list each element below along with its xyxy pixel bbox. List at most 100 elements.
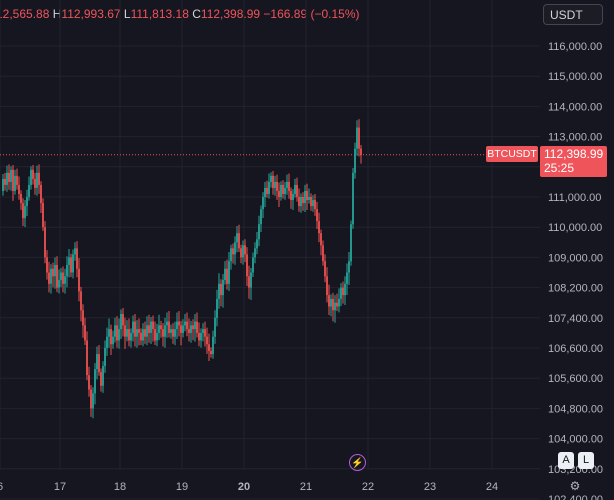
candle-body — [344, 283, 346, 296]
candle-body — [132, 321, 134, 333]
candle-body — [218, 283, 220, 299]
candle-body — [108, 329, 110, 337]
time-tick-label: 18 — [114, 481, 126, 493]
candle-body — [98, 354, 100, 373]
candle-body — [152, 321, 154, 330]
candle-body — [94, 369, 96, 394]
candle-body — [254, 248, 256, 258]
candle-body — [236, 233, 238, 243]
candle-body — [86, 340, 88, 376]
candle-body — [40, 184, 42, 204]
candle-body — [120, 314, 122, 330]
candle-body — [140, 332, 142, 341]
price-tick-label: 102,400.00 — [548, 494, 603, 500]
candle-body — [270, 175, 272, 182]
candle-body — [180, 325, 182, 333]
candle-body — [144, 329, 146, 337]
candle-body — [2, 178, 4, 191]
candle-body — [48, 272, 50, 284]
candle-body — [164, 325, 166, 337]
candle-body — [358, 127, 360, 149]
candle-body — [76, 248, 78, 269]
time-tick-label: 6 — [0, 481, 3, 493]
price-tick-label: 114,000.00 — [548, 101, 602, 113]
candle-body — [332, 298, 334, 311]
candle-body — [258, 224, 260, 240]
candle-body — [216, 298, 218, 318]
candle-body — [74, 248, 76, 255]
candle-body — [136, 329, 138, 337]
candle-body — [52, 268, 54, 277]
candle-body — [206, 336, 208, 345]
candle-body — [100, 372, 102, 386]
candle-body — [260, 209, 262, 225]
candle-body — [4, 178, 6, 185]
auto-scale-button[interactable]: A — [558, 452, 574, 469]
log-scale-button[interactable]: L — [578, 452, 594, 469]
time-tick-label: 21 — [300, 481, 312, 493]
candle-body — [220, 283, 222, 296]
candle-body — [66, 264, 68, 277]
candle-body — [266, 187, 268, 194]
candle-body — [334, 302, 336, 311]
candle-body — [200, 332, 202, 341]
candle-body — [68, 257, 70, 265]
price-tick-label: 104,800.00 — [548, 403, 603, 415]
candle-body — [290, 190, 292, 201]
candle-body — [128, 329, 130, 341]
candle-body — [336, 302, 338, 307]
candle-body — [264, 187, 266, 197]
price-tick-label: 109,000.00 — [548, 252, 603, 264]
change-value: −166.89 (−0.15%) — [263, 7, 360, 21]
settings-icon[interactable]: ⚙ — [569, 479, 581, 493]
candle-body — [32, 169, 34, 179]
candle-body — [340, 287, 342, 299]
close-value: 112,398.99 — [200, 7, 261, 21]
candle-body — [138, 329, 140, 333]
candle-body — [248, 276, 250, 288]
candle-body — [124, 325, 126, 337]
candle-body — [288, 181, 290, 191]
candle-body — [110, 329, 112, 345]
candle-body — [182, 325, 184, 333]
candle-body — [92, 393, 94, 409]
candle-body — [118, 329, 120, 341]
candle-body — [170, 329, 172, 333]
candle-body — [326, 276, 328, 296]
candle-body — [28, 184, 30, 197]
candle-body — [318, 221, 320, 234]
price-axis: 116,000.00 115,000.00 114,000.00 113,000.00… — [548, 41, 603, 500]
price-tick-label: 106,600.00 — [548, 343, 603, 355]
candle-body — [300, 197, 302, 207]
currency-select[interactable]: USDT — [543, 4, 603, 25]
price-tick-label: 105,600.00 — [548, 373, 603, 385]
candle-body — [22, 203, 24, 219]
candle-body — [18, 184, 20, 194]
candle-body — [84, 325, 86, 341]
candle-body — [354, 148, 356, 173]
low-label: L — [123, 7, 131, 21]
candle-body — [44, 227, 46, 258]
price-tick-label: 116,000.00 — [548, 41, 602, 53]
candle-body — [252, 257, 254, 273]
candle-body — [306, 190, 308, 201]
price-tick-label: 108,200.00 — [548, 283, 603, 295]
ohlc-legend: 12,565.88 H112,993.67 L111,813.18 C112,3… — [0, 7, 360, 21]
candle-body — [342, 287, 344, 296]
candle-body — [316, 209, 318, 222]
candle-body — [188, 329, 190, 333]
candle-body — [38, 172, 40, 185]
candle-body — [114, 325, 116, 337]
candle-body — [324, 261, 326, 277]
open-value: 12,565.88 — [0, 7, 50, 21]
candle-body — [222, 280, 224, 296]
candle-body — [36, 172, 38, 188]
candle-body — [338, 298, 340, 307]
candle-body — [240, 248, 242, 258]
candle-body — [14, 175, 16, 191]
candle-body — [304, 190, 306, 204]
flash-icon[interactable]: ⚡ — [349, 454, 366, 471]
candle-body — [56, 264, 58, 288]
candle-body — [210, 351, 212, 355]
